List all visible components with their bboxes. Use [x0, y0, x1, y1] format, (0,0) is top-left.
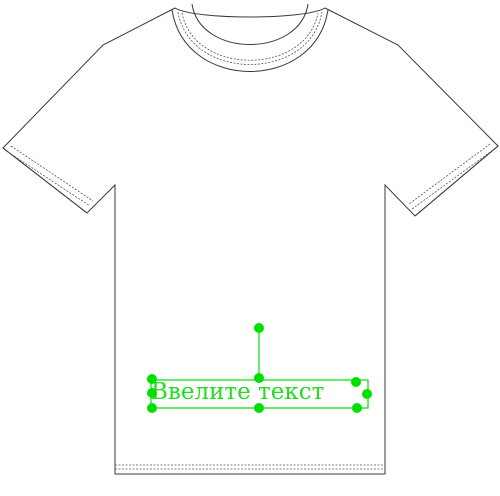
- tshirt-outline: [2, 7, 499, 475]
- tshirt-template: [2, 3, 499, 475]
- resize-handle-middle-right[interactable]: [362, 389, 372, 399]
- resize-handle-top-right[interactable]: [351, 377, 361, 387]
- right-sleeve-stitch-1: [411, 149, 494, 210]
- text-object-label[interactable]: Ввелите текст: [151, 379, 324, 405]
- resize-handle-middle-left[interactable]: [147, 388, 157, 398]
- right-sleeve-stitch-2: [408, 143, 491, 205]
- rotate-handle[interactable]: [254, 323, 264, 333]
- resize-handle-bottom-center[interactable]: [254, 403, 264, 413]
- left-sleeve-stitch-2: [10, 145, 94, 202]
- collar-stitch-1: [177, 11, 323, 65]
- collar-inner: [191, 3, 309, 45]
- left-sleeve-stitch-1: [7, 151, 91, 207]
- resize-handle-bottom-left[interactable]: [147, 403, 157, 413]
- collar-stitch-2: [181, 12, 319, 61]
- resize-handle-top-left[interactable]: [147, 374, 157, 384]
- resize-handle-top-center[interactable]: [254, 373, 264, 383]
- text-object[interactable]: Ввелите текст: [147, 323, 372, 413]
- collar-outer: [171, 9, 329, 72]
- right-sleeve-hem: [414, 145, 499, 217]
- resize-handle-bottom-right[interactable]: [352, 403, 362, 413]
- left-sleeve-hem: [2, 147, 88, 214]
